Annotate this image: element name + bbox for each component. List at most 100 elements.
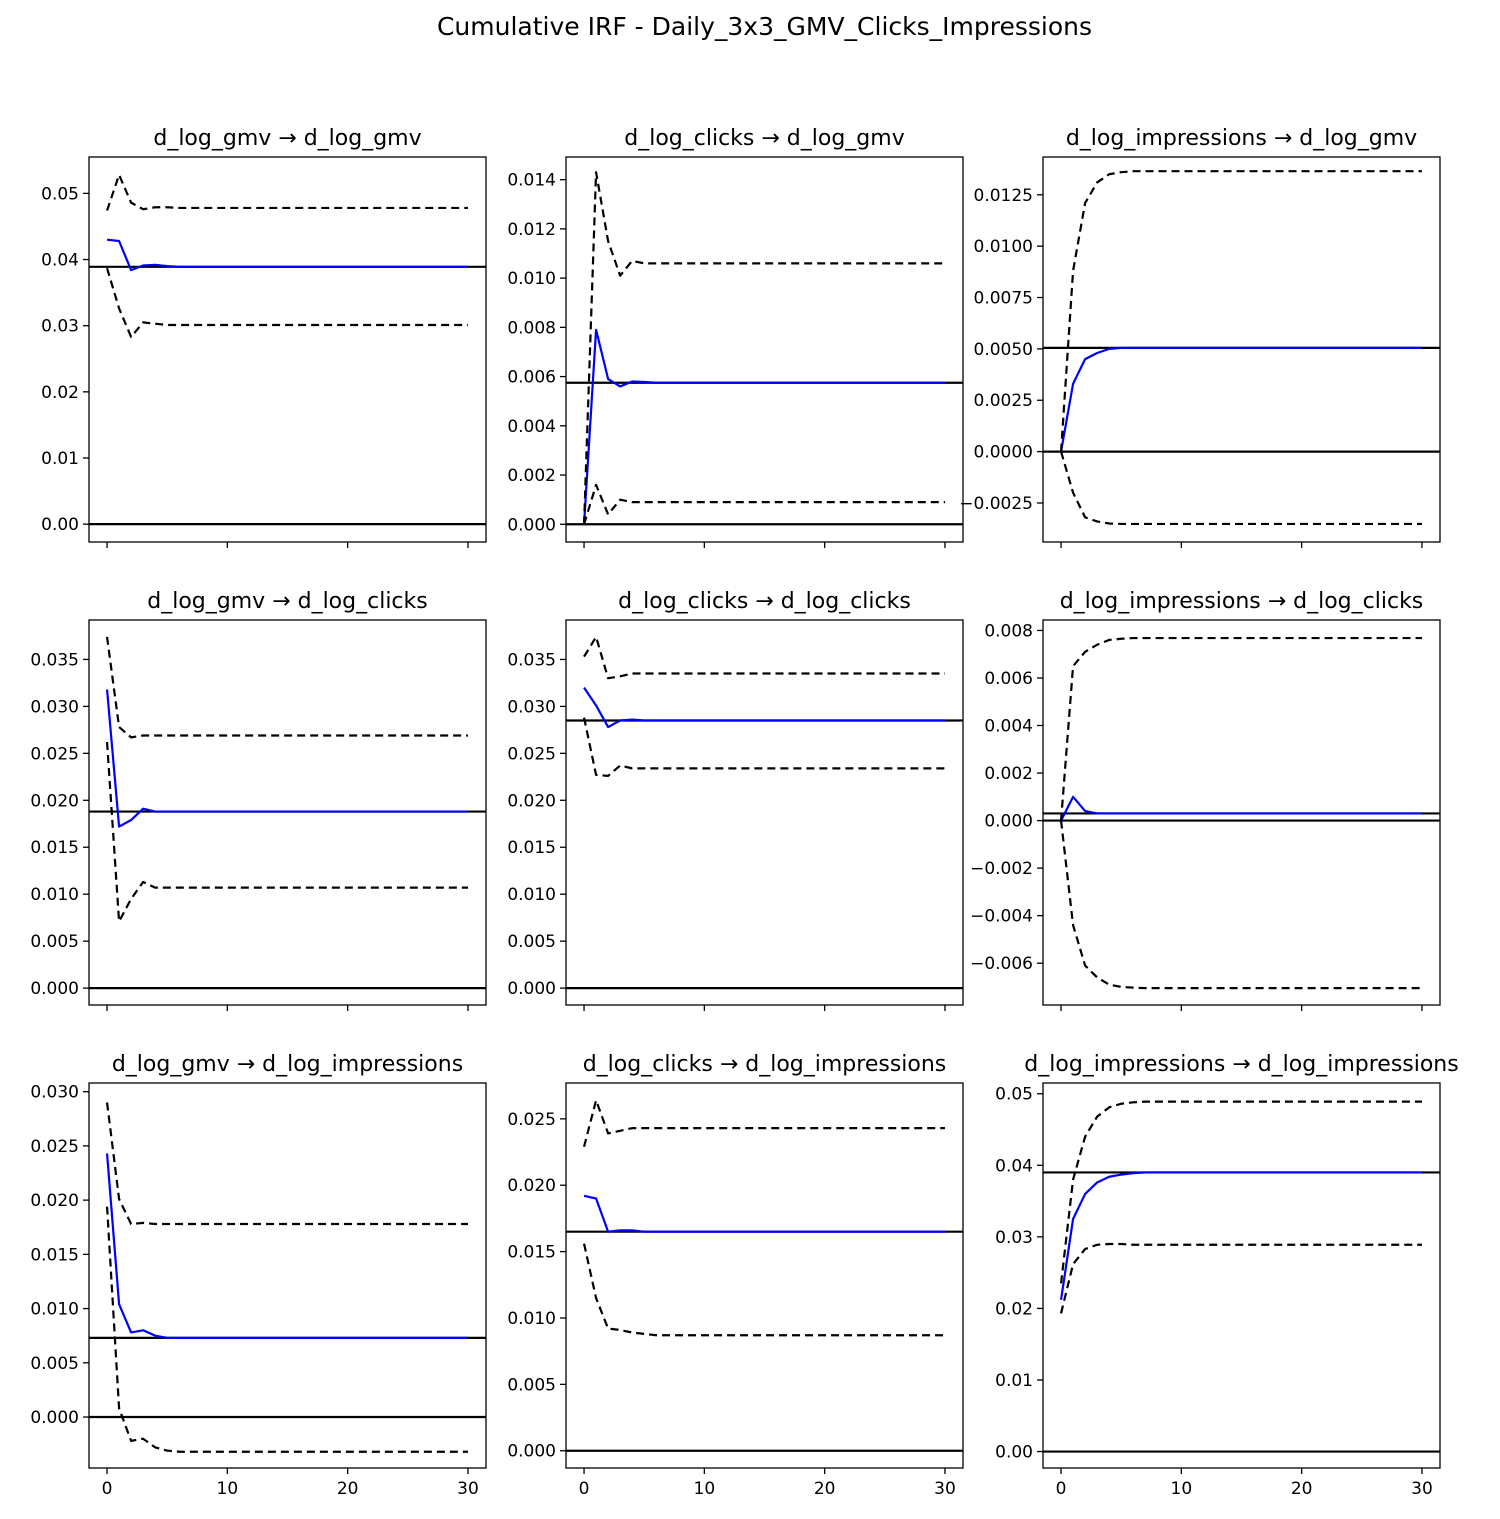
y-tick-label: 0.006 bbox=[507, 368, 556, 388]
y-tick-label: −0.002 bbox=[970, 859, 1033, 879]
plot-area bbox=[1043, 1100, 1440, 1453]
y-tick-label: 0.02 bbox=[41, 383, 79, 403]
y-tick-label: 0.005 bbox=[30, 932, 79, 952]
y-tick-label: 0.00 bbox=[995, 1443, 1033, 1463]
axes-frame bbox=[88, 1082, 487, 1469]
confidence-band-upper bbox=[106, 173, 468, 211]
axes-frame bbox=[1042, 156, 1441, 543]
y-tick-label: 0.04 bbox=[41, 251, 79, 271]
axes-frame bbox=[88, 619, 487, 1006]
y-tick-label: 0.0050 bbox=[974, 340, 1033, 360]
x-tick-label: 20 bbox=[1291, 1479, 1313, 1499]
y-tick-label: 0.010 bbox=[30, 885, 79, 905]
irf-line bbox=[1060, 795, 1422, 822]
y-tick-label: 0.012 bbox=[507, 220, 556, 240]
y-tick-label: 0.0025 bbox=[974, 391, 1033, 411]
irf-line bbox=[105, 1153, 468, 1339]
confidence-band-lower bbox=[105, 741, 468, 923]
irf-line bbox=[1059, 1171, 1422, 1300]
y-tick-label: 0.025 bbox=[507, 1110, 556, 1130]
plot-area bbox=[89, 636, 486, 990]
y-tick-label: 0.030 bbox=[30, 1083, 79, 1103]
confidence-band-lower bbox=[582, 717, 945, 777]
plot-area bbox=[89, 1102, 486, 1453]
confidence-band-lower bbox=[1059, 820, 1422, 990]
y-tick-label: 0.020 bbox=[507, 791, 556, 811]
y-tick-label: 0.020 bbox=[30, 791, 79, 811]
y-tick-label: 0.004 bbox=[984, 717, 1033, 737]
y-tick-label: 0.015 bbox=[30, 838, 79, 858]
subplot-7: d_log_gmv → d_log_impressions 0.000 0.005 0… bbox=[30, 1052, 487, 1499]
y-tick-label: −0.0025 bbox=[959, 494, 1033, 514]
y-tick-label: 0.004 bbox=[507, 417, 556, 437]
axes-frame bbox=[88, 156, 487, 543]
y-tick-label: 0.025 bbox=[507, 744, 556, 764]
y-tick-label: 0.000 bbox=[507, 515, 556, 535]
x-tick-label: 10 bbox=[694, 1479, 716, 1499]
irf-line bbox=[583, 686, 945, 729]
y-tick-label: 0.010 bbox=[507, 269, 556, 289]
y-tick-label: 0.01 bbox=[995, 1371, 1033, 1391]
y-tick-label: 0.000 bbox=[507, 979, 556, 999]
subplot-3: d_log_impressions → d_log_gmv −0.0025 0.00… bbox=[959, 126, 1441, 548]
y-tick-label: 0.020 bbox=[507, 1176, 556, 1196]
x-tick-label: 30 bbox=[934, 1479, 956, 1499]
x-tick-label: 10 bbox=[217, 1479, 239, 1499]
y-tick-label: 0.000 bbox=[30, 979, 79, 999]
y-tick-label: 0.025 bbox=[30, 1137, 79, 1157]
y-tick-label: 0.015 bbox=[507, 838, 556, 858]
figure-title: Cumulative IRF - Daily_3x3_GMV_Clicks_Im… bbox=[436, 12, 1093, 41]
plot-area bbox=[566, 1099, 963, 1452]
subplot-title: d_log_gmv → d_log_clicks bbox=[147, 589, 427, 614]
plot-area bbox=[89, 173, 486, 526]
y-tick-label: 0.0075 bbox=[974, 289, 1033, 309]
y-tick-label: 0.0100 bbox=[974, 237, 1033, 257]
y-tick-label: 0.03 bbox=[995, 1228, 1033, 1248]
subplot-1: d_log_gmv → d_log_gmv 0.00 0.01 0.02 0.03 0.0… bbox=[41, 126, 487, 548]
confidence-band-lower bbox=[582, 1243, 945, 1337]
y-tick-label: 0.015 bbox=[507, 1243, 556, 1263]
y-tick-label: 0.008 bbox=[984, 621, 1033, 641]
y-tick-label: 0.002 bbox=[984, 764, 1033, 784]
x-tick-label: 30 bbox=[1411, 1479, 1433, 1499]
subplot-5: d_log_clicks → d_log_clicks 0.000 0.005 0.0… bbox=[507, 589, 964, 1011]
y-tick-label: 0.000 bbox=[507, 1442, 556, 1462]
axes-frame bbox=[1042, 619, 1441, 1006]
subplot-title: d_log_impressions → d_log_clicks bbox=[1060, 589, 1424, 614]
y-tick-label: 0.035 bbox=[30, 650, 79, 670]
confidence-band-lower bbox=[105, 1206, 468, 1453]
x-tick-label: 0 bbox=[1056, 1479, 1067, 1499]
axes-frame bbox=[565, 619, 964, 1006]
irf-line bbox=[106, 238, 468, 272]
axes-frame bbox=[1042, 1082, 1441, 1469]
x-tick-label: 10 bbox=[1171, 1479, 1193, 1499]
confidence-band-upper bbox=[1059, 1100, 1422, 1284]
irf-line bbox=[105, 689, 468, 828]
subplot-title: d_log_clicks → d_log_gmv bbox=[624, 126, 904, 151]
plot-area bbox=[566, 171, 963, 526]
y-tick-label: 0.005 bbox=[507, 1375, 556, 1395]
axes-frame bbox=[565, 1082, 964, 1469]
y-tick-label: 0.030 bbox=[507, 697, 556, 717]
confidence-band-lower bbox=[582, 483, 945, 525]
confidence-band-upper bbox=[582, 171, 945, 525]
y-tick-label: 0.0125 bbox=[974, 186, 1033, 206]
plot-area bbox=[1043, 636, 1440, 990]
y-tick-label: 0.03 bbox=[41, 317, 79, 337]
y-tick-label: 0.002 bbox=[507, 466, 556, 486]
y-tick-label: 0.006 bbox=[984, 669, 1033, 689]
confidence-band-lower bbox=[1059, 1242, 1422, 1314]
axes-frame bbox=[565, 156, 964, 543]
subplot-title: d_log_clicks → d_log_impressions bbox=[583, 1052, 947, 1077]
subplot-4: d_log_gmv → d_log_clicks 0.000 0.005 0.010 0… bbox=[30, 589, 487, 1011]
irf-line bbox=[583, 1194, 945, 1233]
y-tick-label: 0.005 bbox=[30, 1354, 79, 1374]
y-tick-label: 0.00 bbox=[41, 515, 79, 535]
y-tick-label: 0.0000 bbox=[974, 443, 1033, 463]
y-tick-label: 0.005 bbox=[507, 932, 556, 952]
y-tick-label: 0.015 bbox=[30, 1245, 79, 1265]
y-tick-label: 0.000 bbox=[30, 1408, 79, 1428]
subplot-2: d_log_clicks → d_log_gmv 0.000 0.002 0.004 0… bbox=[507, 126, 964, 548]
y-tick-label: 0.010 bbox=[30, 1300, 79, 1320]
